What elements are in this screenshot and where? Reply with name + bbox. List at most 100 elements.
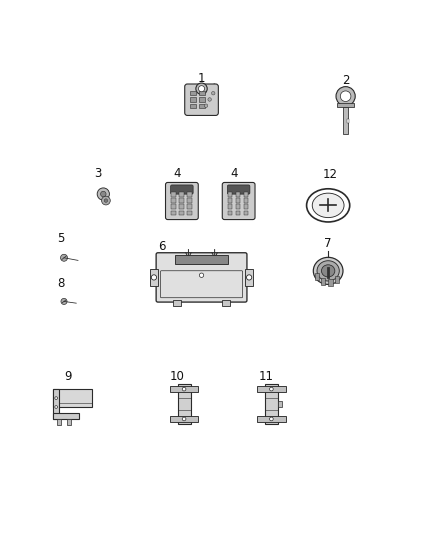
Bar bbox=[57, 419, 61, 425]
Circle shape bbox=[182, 417, 186, 421]
Bar bbox=[236, 211, 240, 215]
Bar bbox=[228, 205, 233, 209]
Bar bbox=[53, 413, 79, 419]
Bar bbox=[228, 192, 233, 197]
Circle shape bbox=[196, 83, 207, 94]
Text: 7: 7 bbox=[325, 237, 332, 251]
Circle shape bbox=[208, 98, 212, 101]
Ellipse shape bbox=[312, 193, 344, 217]
Bar bbox=[179, 205, 184, 209]
Bar bbox=[173, 300, 181, 305]
Bar bbox=[335, 276, 339, 282]
Circle shape bbox=[212, 92, 215, 95]
Circle shape bbox=[55, 397, 57, 399]
Text: 9: 9 bbox=[65, 370, 72, 383]
Bar bbox=[343, 107, 348, 134]
Text: 8: 8 bbox=[57, 278, 65, 290]
Bar bbox=[170, 416, 198, 422]
Bar bbox=[244, 211, 248, 215]
Bar bbox=[278, 401, 282, 407]
FancyBboxPatch shape bbox=[185, 84, 219, 116]
Bar bbox=[179, 198, 184, 203]
Bar bbox=[171, 211, 176, 215]
Bar bbox=[53, 389, 59, 419]
Bar bbox=[171, 205, 176, 209]
Bar bbox=[244, 192, 248, 197]
Bar bbox=[244, 205, 248, 209]
Bar bbox=[257, 386, 286, 392]
Bar bbox=[170, 386, 198, 392]
Bar bbox=[236, 192, 240, 197]
Text: 2: 2 bbox=[342, 75, 350, 87]
Bar bbox=[187, 198, 191, 203]
Bar bbox=[190, 98, 196, 102]
Circle shape bbox=[336, 87, 355, 106]
Circle shape bbox=[102, 196, 110, 205]
Ellipse shape bbox=[321, 265, 335, 277]
Bar bbox=[175, 255, 228, 264]
Bar bbox=[179, 211, 184, 215]
FancyBboxPatch shape bbox=[222, 182, 255, 220]
Bar bbox=[187, 205, 191, 209]
FancyBboxPatch shape bbox=[171, 185, 193, 194]
Circle shape bbox=[182, 387, 186, 391]
Bar bbox=[228, 198, 233, 203]
Text: 10: 10 bbox=[170, 370, 185, 383]
Circle shape bbox=[198, 86, 205, 92]
Bar bbox=[171, 192, 176, 197]
Text: 4: 4 bbox=[174, 167, 181, 181]
Bar bbox=[315, 273, 319, 280]
Circle shape bbox=[204, 104, 208, 108]
Bar bbox=[187, 192, 191, 197]
Bar bbox=[321, 278, 325, 285]
Text: 5: 5 bbox=[57, 232, 65, 246]
Circle shape bbox=[97, 188, 110, 200]
Bar bbox=[190, 91, 196, 95]
Circle shape bbox=[269, 417, 273, 421]
Circle shape bbox=[60, 254, 67, 261]
Bar bbox=[328, 279, 332, 286]
Text: 1: 1 bbox=[198, 72, 205, 85]
FancyBboxPatch shape bbox=[156, 253, 247, 302]
Bar bbox=[179, 192, 184, 197]
Circle shape bbox=[61, 298, 67, 304]
Circle shape bbox=[247, 275, 252, 280]
Text: 12: 12 bbox=[323, 168, 338, 181]
Text: 6: 6 bbox=[159, 240, 166, 253]
Bar bbox=[150, 269, 158, 286]
Bar bbox=[244, 198, 248, 203]
Bar bbox=[199, 104, 205, 108]
Bar bbox=[236, 198, 240, 203]
Bar bbox=[257, 416, 286, 422]
Circle shape bbox=[104, 199, 108, 203]
Circle shape bbox=[199, 273, 204, 277]
Circle shape bbox=[340, 91, 351, 101]
Bar bbox=[187, 211, 191, 215]
Polygon shape bbox=[196, 84, 216, 115]
Bar bbox=[337, 103, 354, 107]
Bar bbox=[171, 198, 176, 203]
Bar bbox=[177, 384, 191, 424]
Bar bbox=[67, 419, 71, 425]
FancyBboxPatch shape bbox=[166, 182, 198, 220]
Text: 4: 4 bbox=[230, 167, 238, 181]
Bar bbox=[265, 384, 278, 424]
Circle shape bbox=[101, 191, 106, 197]
Text: 11: 11 bbox=[259, 370, 274, 383]
FancyBboxPatch shape bbox=[227, 185, 250, 194]
Ellipse shape bbox=[317, 261, 339, 281]
Bar bbox=[199, 98, 205, 102]
Bar bbox=[199, 91, 205, 95]
Bar bbox=[347, 119, 349, 123]
Bar bbox=[190, 104, 196, 108]
Circle shape bbox=[55, 406, 57, 408]
Ellipse shape bbox=[307, 189, 350, 222]
Bar bbox=[53, 389, 92, 407]
Bar bbox=[228, 211, 233, 215]
Bar bbox=[236, 205, 240, 209]
Bar bbox=[222, 300, 230, 305]
Circle shape bbox=[151, 275, 156, 280]
Ellipse shape bbox=[313, 257, 343, 285]
Text: 3: 3 bbox=[94, 167, 101, 181]
Bar bbox=[245, 269, 253, 286]
